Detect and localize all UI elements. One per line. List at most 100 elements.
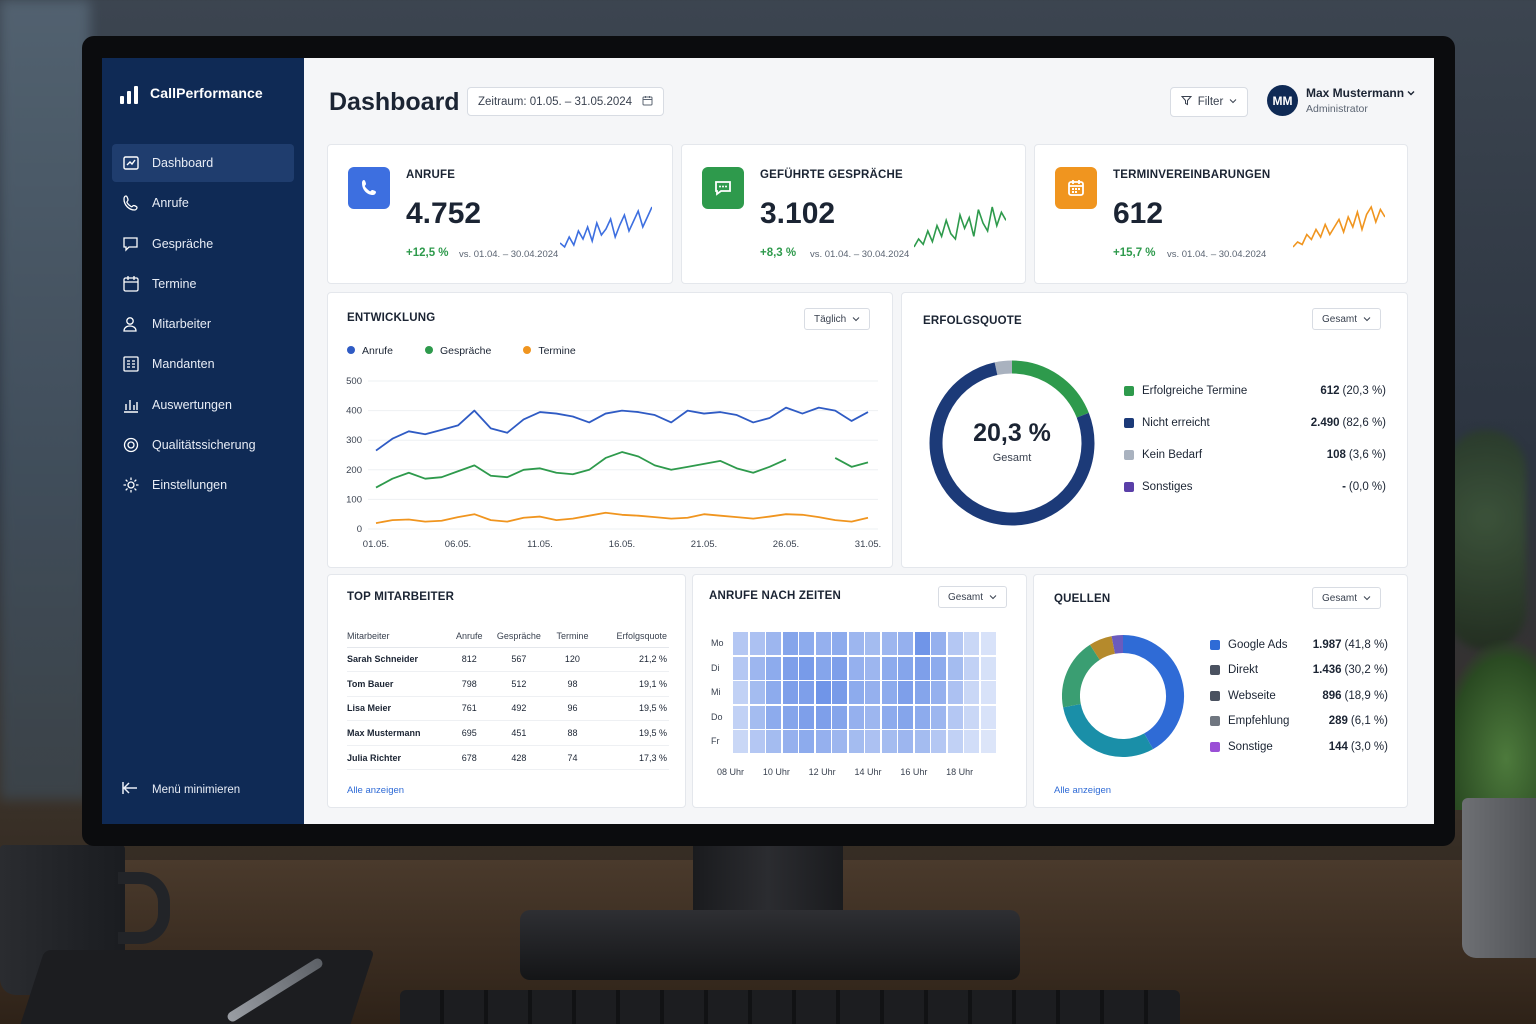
legend-row[interactable]: Google Ads 1.987 (41,8 %) xyxy=(1210,632,1388,658)
interval-select[interactable]: Täglich xyxy=(804,308,871,330)
heatmap-cell[interactable] xyxy=(832,681,847,704)
legend-row[interactable]: Kein Bedarf 108 (3,6 %) xyxy=(1124,439,1386,471)
heatmap-cell[interactable] xyxy=(881,681,897,704)
heatmap-cell[interactable] xyxy=(881,730,897,753)
user-menu[interactable]: MM Max Mustermann Administrator xyxy=(1267,85,1415,116)
heatmap-cell[interactable] xyxy=(733,705,748,729)
legend-row[interactable]: Nicht erreicht 2.490 (82,6 %) xyxy=(1124,407,1386,439)
heatmap-cell[interactable] xyxy=(865,730,880,753)
heatmap-cell[interactable] xyxy=(947,730,963,753)
heatmap-cell[interactable] xyxy=(832,730,847,753)
heatmap-cell[interactable] xyxy=(931,681,946,704)
heatmap-cell[interactable] xyxy=(766,681,781,704)
heatmap-cell[interactable] xyxy=(914,681,930,704)
legend-row[interactable]: Direkt 1.436 (30,2 %) xyxy=(1210,658,1388,684)
heatmap-cell[interactable] xyxy=(733,632,748,655)
show-all-sources-link[interactable]: Alle anzeigen xyxy=(1054,785,1112,796)
heatmap-cell[interactable] xyxy=(766,730,781,753)
sidebar-item-phone[interactable]: Anrufe xyxy=(112,184,294,222)
heatmap-cell[interactable] xyxy=(980,656,996,680)
kpi-card-calls[interactable]: ANRUFE 4.752 +12,5 % vs. 01.04. – 30.04.… xyxy=(327,144,673,284)
heatmap-cell[interactable] xyxy=(733,730,748,753)
heatmap-cell[interactable] xyxy=(898,705,913,729)
filter-button[interactable]: Filter xyxy=(1170,87,1248,117)
heatmap-cell[interactable] xyxy=(980,681,996,704)
kpi-card-conversations[interactable]: GEFÜHRTE GESPRÄCHE 3.102 +8,3 % vs. 01.0… xyxy=(681,144,1026,284)
heatmap-cell[interactable] xyxy=(799,656,814,680)
heatmap-cell[interactable] xyxy=(947,705,963,729)
heatmap-cell[interactable] xyxy=(848,681,864,704)
heatmap-cell[interactable] xyxy=(914,632,930,655)
heatmap-cell[interactable] xyxy=(931,730,946,753)
heatmap-cell[interactable] xyxy=(947,656,963,680)
sources-select[interactable]: Gesamt xyxy=(1312,587,1382,609)
heatmap-cell[interactable] xyxy=(799,681,814,704)
heatmap-cell[interactable] xyxy=(931,632,946,655)
heatmap-cell[interactable] xyxy=(865,656,880,680)
heatmap-cell[interactable] xyxy=(733,656,748,680)
heatmap-cell[interactable] xyxy=(799,705,814,729)
heatmap-cell[interactable] xyxy=(766,632,781,655)
heatmap-cell[interactable] xyxy=(980,705,996,729)
table-row[interactable]: Max Mustermann 695 451 88 19,5 % xyxy=(347,720,669,746)
heatmap-cell[interactable] xyxy=(947,632,963,655)
heatmap-cell[interactable] xyxy=(848,705,864,729)
heatmap-cell[interactable] xyxy=(832,632,847,655)
heatmap-cell[interactable] xyxy=(848,656,864,680)
table-row[interactable]: Julia Richter 678 428 74 17,3 % xyxy=(347,745,669,771)
minimize-menu-button[interactable]: Menü minimieren xyxy=(122,781,240,798)
heatmap-cell[interactable] xyxy=(964,656,979,680)
heatmap-cell[interactable] xyxy=(749,730,765,753)
heatmap-cell[interactable] xyxy=(782,681,798,704)
success-select[interactable]: Gesamt xyxy=(1312,308,1382,330)
table-row[interactable]: Lisa Meier 761 492 96 19,5 % xyxy=(347,696,669,722)
sidebar-item-bar-chart[interactable]: Auswertungen xyxy=(112,386,294,424)
heatmap-cell[interactable] xyxy=(914,656,930,680)
legend-row[interactable]: Sonstige 144 (3,0 %) xyxy=(1210,734,1388,760)
heatmap-cell[interactable] xyxy=(881,632,897,655)
sidebar-item-chat[interactable]: Gespräche xyxy=(112,225,294,263)
heatmap-cell[interactable] xyxy=(749,681,765,704)
heatmap-cell[interactable] xyxy=(865,632,880,655)
heatmap-cell[interactable] xyxy=(815,681,831,704)
sidebar-item-dashboard[interactable]: Dashboard xyxy=(112,144,294,182)
heatmap-cell[interactable] xyxy=(766,705,781,729)
table-row[interactable]: Sarah Schneider 812 567 120 21,2 % xyxy=(347,647,669,673)
heatmap-cell[interactable] xyxy=(898,730,913,753)
heatmap-cell[interactable] xyxy=(733,681,748,704)
heatmap-cell[interactable] xyxy=(749,656,765,680)
show-all-staff-link[interactable]: Alle anzeigen xyxy=(347,785,405,796)
heatmap-cell[interactable] xyxy=(782,632,798,655)
heatmap-cell[interactable] xyxy=(815,705,831,729)
heatmap-cell[interactable] xyxy=(947,681,963,704)
app-logo[interactable]: CallPerformance xyxy=(120,82,263,104)
heatmap-cell[interactable] xyxy=(881,656,897,680)
heatmap-cell[interactable] xyxy=(881,705,897,729)
heatmap-cell[interactable] xyxy=(964,632,979,655)
heatmap-cell[interactable] xyxy=(749,632,765,655)
legend-item-appointments[interactable]: Termine xyxy=(523,345,576,357)
heatmap-cell[interactable] xyxy=(980,632,996,655)
heatmap-cell[interactable] xyxy=(865,681,880,704)
heatmap-cell[interactable] xyxy=(782,705,798,729)
heatmap-cell[interactable] xyxy=(766,656,781,680)
heatmap-cell[interactable] xyxy=(931,705,946,729)
heatmap-cell[interactable] xyxy=(782,730,798,753)
heatmap-cell[interactable] xyxy=(799,632,814,655)
date-range-picker[interactable]: Zeitraum: 01.05. – 31.05.2024 xyxy=(467,87,665,116)
heatmap-cell[interactable] xyxy=(848,632,864,655)
legend-row[interactable]: Webseite 896 (18,9 %) xyxy=(1210,683,1388,709)
heatmap-cell[interactable] xyxy=(964,705,979,729)
kpi-card-appointments[interactable]: TERMINVEREINBARUNGEN 612 +15,7 % vs. 01.… xyxy=(1034,144,1408,284)
heatmap-cell[interactable] xyxy=(799,730,814,753)
heatmap-cell[interactable] xyxy=(931,656,946,680)
sidebar-item-calendar[interactable]: Termine xyxy=(112,265,294,303)
heatmap-cell[interactable] xyxy=(815,632,831,655)
table-row[interactable]: Tom Bauer 798 512 98 19,1 % xyxy=(347,671,669,697)
heatmap-cell[interactable] xyxy=(898,656,913,680)
heatmap-cell[interactable] xyxy=(848,730,864,753)
heatmap-cell[interactable] xyxy=(815,730,831,753)
calls-time-select[interactable]: Gesamt xyxy=(938,586,1008,608)
sidebar-item-shield[interactable]: Qualitätssicherung xyxy=(112,426,294,464)
heatmap-cell[interactable] xyxy=(964,681,979,704)
